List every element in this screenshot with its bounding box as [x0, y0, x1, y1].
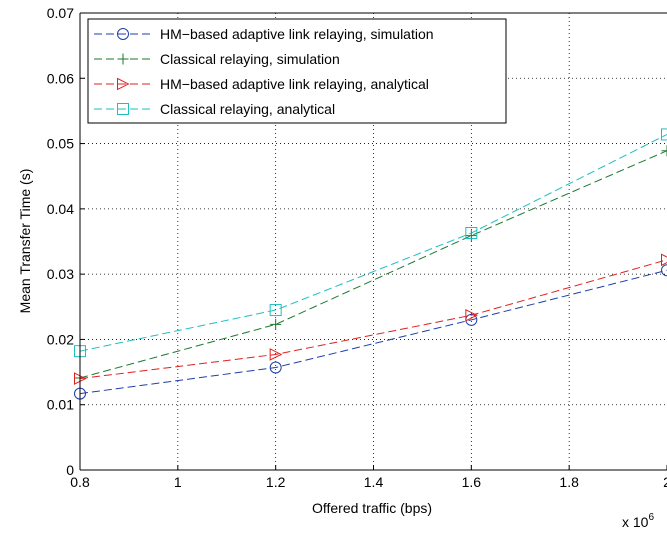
legend-box	[87, 18, 507, 124]
data-point	[270, 318, 282, 330]
series-line	[79, 269, 667, 395]
series-square	[74, 128, 667, 358]
y-tick-label: 0.06	[47, 70, 74, 86]
data-point	[269, 361, 282, 374]
data-point	[465, 227, 478, 240]
ticks: 0.8 1 1.2 1.4 1.6 1.8 2 0 0.01 0.02 0.03 0.04 0.05 0.…	[47, 5, 667, 490]
legend-label: Classical relaying, simulation	[160, 51, 340, 67]
data-point	[661, 145, 667, 157]
legend-label: HM−based adaptive link relaying, analyti…	[160, 76, 429, 92]
x-tick-label: 1	[174, 474, 182, 490]
y-tick-label: 0.04	[47, 201, 74, 217]
legend: HM−based adaptive link relaying, simulat…	[87, 18, 507, 124]
data-point	[661, 128, 667, 141]
data-point	[465, 308, 478, 322]
y-tick-label: 0.03	[47, 266, 74, 282]
legend-item: HM−based adaptive link relaying, analyti…	[94, 76, 429, 92]
data-point	[117, 77, 130, 91]
series-line	[79, 133, 667, 352]
x-axis-label: Offered traffic (bps)	[312, 500, 432, 516]
x-multiplier: x 106	[622, 512, 654, 530]
y-tick-label: 0	[66, 462, 74, 478]
x-tick-label: 0.8	[70, 474, 90, 490]
y-axis-label: Mean Transfer Time (s)	[17, 169, 33, 314]
data-point	[117, 53, 129, 65]
data-point	[269, 304, 282, 317]
legend-item: HM−based adaptive link relaying, simulat…	[94, 26, 434, 42]
data-point	[661, 253, 667, 267]
data-point	[117, 28, 129, 40]
legend-item: Classical relaying, analytical	[94, 101, 335, 117]
data-point	[465, 230, 477, 242]
y-tick-label: 0.07	[47, 5, 74, 21]
y-tick-label: 0.02	[47, 331, 74, 347]
data-point	[661, 264, 667, 277]
series-line	[79, 259, 667, 380]
legend-label: Classical relaying, analytical	[160, 101, 335, 117]
x-multiplier-base: x 10	[622, 514, 649, 530]
x-tick-label: 1.6	[462, 474, 482, 490]
series-line	[79, 150, 667, 379]
x-tick-label: 1.2	[266, 474, 286, 490]
data-point	[117, 103, 129, 115]
x-multiplier-exponent: 6	[648, 512, 654, 523]
data-point	[269, 348, 283, 361]
y-tick-label: 0.05	[47, 136, 74, 152]
legend-label: HM−based adaptive link relaying, simulat…	[160, 26, 434, 42]
series-layer	[74, 128, 667, 400]
y-tick-label: 0.01	[47, 397, 74, 413]
legend-item: Classical relaying, simulation	[94, 51, 340, 67]
x-tick-label: 1.8	[559, 474, 579, 490]
x-tick-label: 1.4	[364, 474, 384, 490]
x-tick-label: 2	[663, 474, 667, 490]
